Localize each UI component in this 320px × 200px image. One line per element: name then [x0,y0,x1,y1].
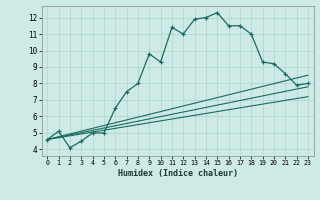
X-axis label: Humidex (Indice chaleur): Humidex (Indice chaleur) [118,169,237,178]
